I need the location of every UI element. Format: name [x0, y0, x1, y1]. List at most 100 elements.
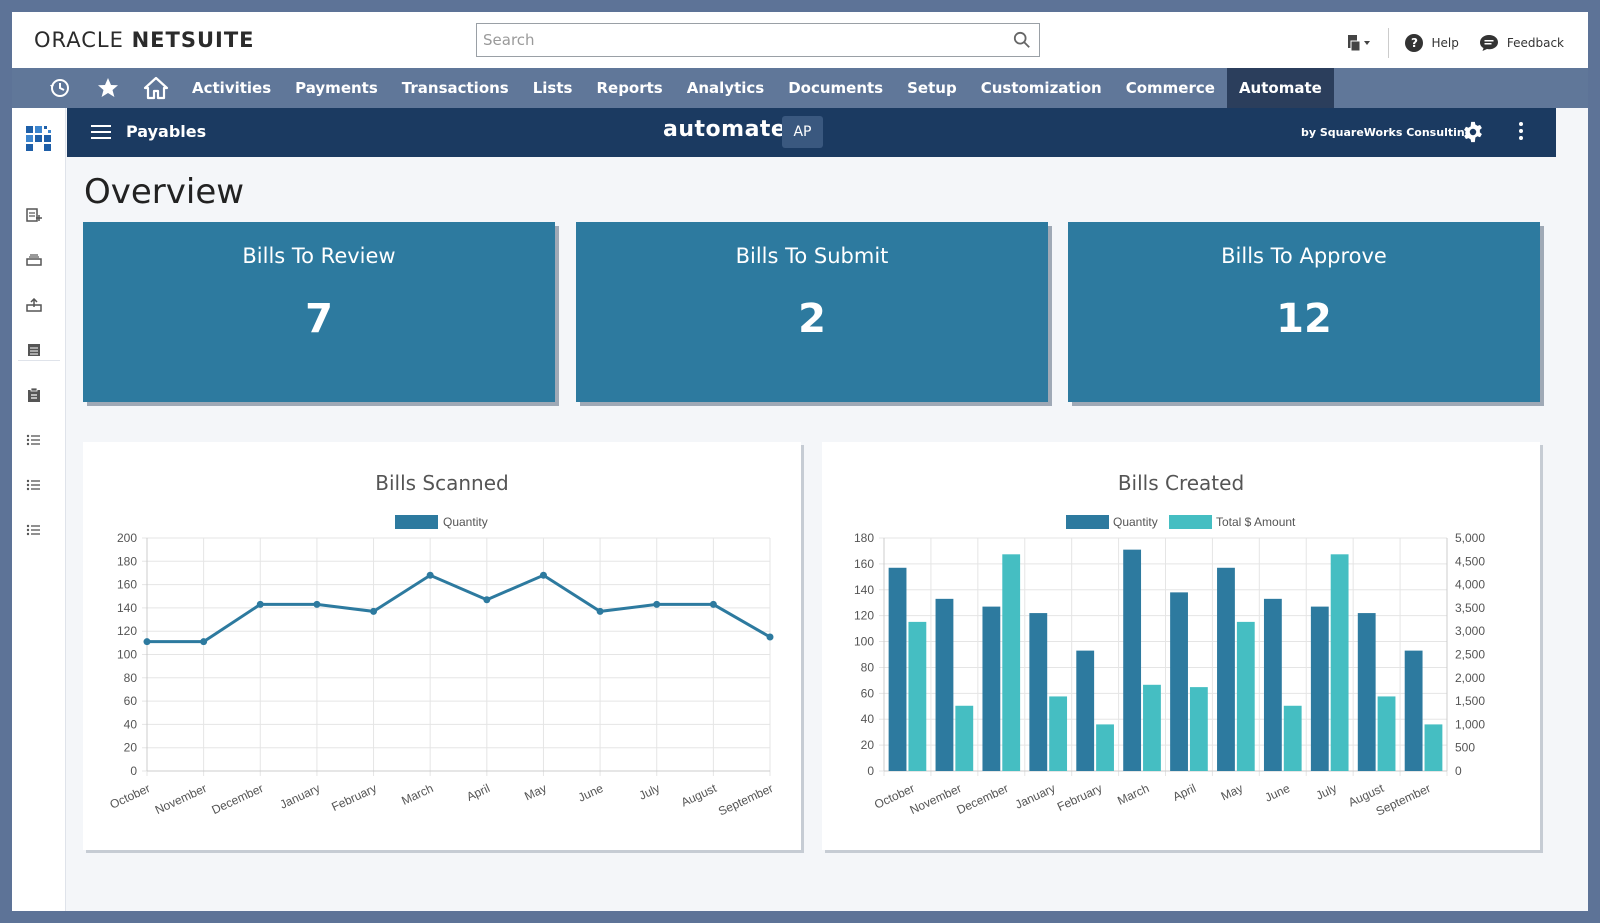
- nav-item-setup[interactable]: Setup: [907, 79, 957, 97]
- y-tick-label: 0: [867, 764, 874, 778]
- y-tick-label: 180: [854, 531, 874, 545]
- bar-total-amount-october: [908, 621, 927, 771]
- x-tick-label: August: [679, 781, 719, 810]
- hamburger-menu-icon[interactable]: [91, 125, 111, 139]
- bar-quantity-june: [1263, 598, 1282, 771]
- series-line-quantity: [147, 573, 771, 644]
- bills-to-submit-card[interactable]: Bills To Submit 2: [576, 222, 1048, 402]
- inbox-upload-icon[interactable]: [26, 298, 42, 312]
- bar-quantity-august: [1357, 613, 1376, 771]
- y-tick-label: 120: [117, 624, 137, 638]
- data-point-september: [766, 633, 774, 641]
- global-search: [476, 23, 1040, 57]
- header-actions: ? Help Feedback: [1346, 28, 1564, 58]
- automate-app-icon[interactable]: [26, 126, 52, 152]
- bill-add-icon[interactable]: [26, 208, 42, 222]
- bills-to-review-card[interactable]: Bills To Review 7: [83, 222, 555, 402]
- data-point-august: [709, 600, 717, 608]
- y2-tick-label: 0: [1455, 764, 1462, 778]
- list-icon-1[interactable]: [26, 433, 42, 447]
- search-icon[interactable]: [1013, 31, 1031, 49]
- nav-item-lists[interactable]: Lists: [532, 79, 573, 97]
- vendor-credit: by SquareWorks Consulting: [1301, 126, 1473, 139]
- nav-item-customization[interactable]: Customization: [980, 79, 1102, 97]
- bar-quantity-september: [1404, 650, 1423, 771]
- table-view-icon[interactable]: [26, 343, 42, 357]
- nav-item-payments[interactable]: Payments: [295, 79, 378, 97]
- y-tick-label: 40: [861, 712, 875, 726]
- bar-quantity-april: [1170, 592, 1188, 771]
- recent-history-icon[interactable]: [36, 68, 84, 108]
- bar-total-amount-march: [1143, 684, 1161, 771]
- feedback-link[interactable]: Feedback: [1479, 34, 1564, 52]
- data-point-january: [313, 600, 321, 608]
- data-point-november: [200, 638, 208, 646]
- y2-tick-label: 2,000: [1455, 671, 1485, 685]
- data-point-december: [256, 600, 264, 608]
- feedback-label: Feedback: [1506, 36, 1564, 50]
- x-tick-label: May: [1219, 781, 1245, 803]
- nav-item-transactions[interactable]: Transactions: [401, 79, 509, 97]
- app-bar: Payables automate AP by SquareWorks Cons…: [67, 108, 1556, 157]
- list-icon-2[interactable]: [26, 478, 42, 492]
- help-label: Help: [1431, 36, 1459, 50]
- data-point-october: [143, 638, 151, 646]
- clipboard-icon[interactable]: [26, 388, 42, 402]
- more-options-icon[interactable]: [1519, 122, 1523, 142]
- bar-total-amount-february: [1096, 724, 1114, 771]
- x-tick-label: December: [954, 781, 1010, 817]
- nav-item-documents[interactable]: Documents: [788, 79, 884, 97]
- help-link[interactable]: ? Help: [1405, 34, 1459, 52]
- bar-quantity-march: [1123, 549, 1142, 771]
- favorites-star-icon[interactable]: [84, 68, 132, 108]
- bar-quantity-october: [888, 567, 907, 771]
- y-tick-label: 140: [117, 601, 137, 615]
- automate-brand: automate: [663, 117, 787, 142]
- nav-item-automate[interactable]: Automate: [1226, 68, 1334, 108]
- legend-label-quantity: Quantity: [443, 515, 488, 529]
- nav-item-analytics[interactable]: Analytics: [686, 79, 765, 97]
- data-point-april: [483, 596, 491, 604]
- x-tick-label: February: [329, 781, 378, 814]
- card-value: 7: [305, 296, 333, 342]
- bar-total-amount-august: [1377, 696, 1396, 771]
- y2-tick-label: 5,000: [1455, 531, 1485, 545]
- header-divider: [1388, 28, 1390, 58]
- bar-quantity-november: [935, 598, 954, 771]
- y-tick-label: 0: [130, 764, 137, 778]
- x-tick-label: February: [1055, 781, 1104, 814]
- card-title: Bills To Approve: [1221, 244, 1387, 268]
- card-value: 2: [798, 296, 826, 342]
- y2-tick-label: 2,500: [1455, 648, 1485, 662]
- y-tick-label: 80: [124, 671, 138, 685]
- netsuite-logo[interactable]: ORACLE NETSUITE: [34, 28, 255, 52]
- y-tick-label: 140: [854, 583, 874, 597]
- gear-icon[interactable]: [1462, 121, 1484, 143]
- bar-total-amount-december: [1002, 554, 1021, 771]
- bar-total-amount-january: [1049, 696, 1068, 771]
- legend-label-total-amount: Total $ Amount: [1216, 515, 1296, 529]
- bar-total-amount-april: [1189, 687, 1208, 771]
- y2-tick-label: 3,000: [1455, 624, 1485, 638]
- bar-total-amount-june: [1283, 705, 1302, 771]
- home-icon[interactable]: [132, 68, 180, 108]
- list-icon-3[interactable]: [26, 523, 42, 537]
- x-tick-label: January: [1013, 781, 1058, 812]
- y2-tick-label: 4,000: [1455, 578, 1485, 592]
- scan-tray-icon[interactable]: [26, 253, 42, 267]
- x-tick-label: November: [153, 781, 209, 817]
- legend-label-quantity: Quantity: [1113, 515, 1158, 529]
- y2-tick-label: 3,500: [1455, 601, 1485, 615]
- card-title: Bills To Submit: [735, 244, 889, 268]
- nav-item-reports[interactable]: Reports: [596, 79, 663, 97]
- search-input[interactable]: [477, 24, 997, 56]
- bills-scanned-chart: Bills Scanned 0 20 40 60 80 100 120 140 160 180 200…: [108, 471, 776, 819]
- nav-item-commerce[interactable]: Commerce: [1125, 79, 1215, 97]
- x-tick-label: May: [522, 781, 548, 803]
- nav-item-activities[interactable]: Activities: [192, 79, 272, 97]
- y-tick-label: 20: [124, 741, 138, 755]
- y-tick-label: 180: [117, 554, 137, 568]
- y-tick-label: 100: [117, 648, 137, 662]
- recent-records-icon[interactable]: [1346, 33, 1372, 53]
- bills-to-approve-card[interactable]: Bills To Approve 12: [1068, 222, 1540, 402]
